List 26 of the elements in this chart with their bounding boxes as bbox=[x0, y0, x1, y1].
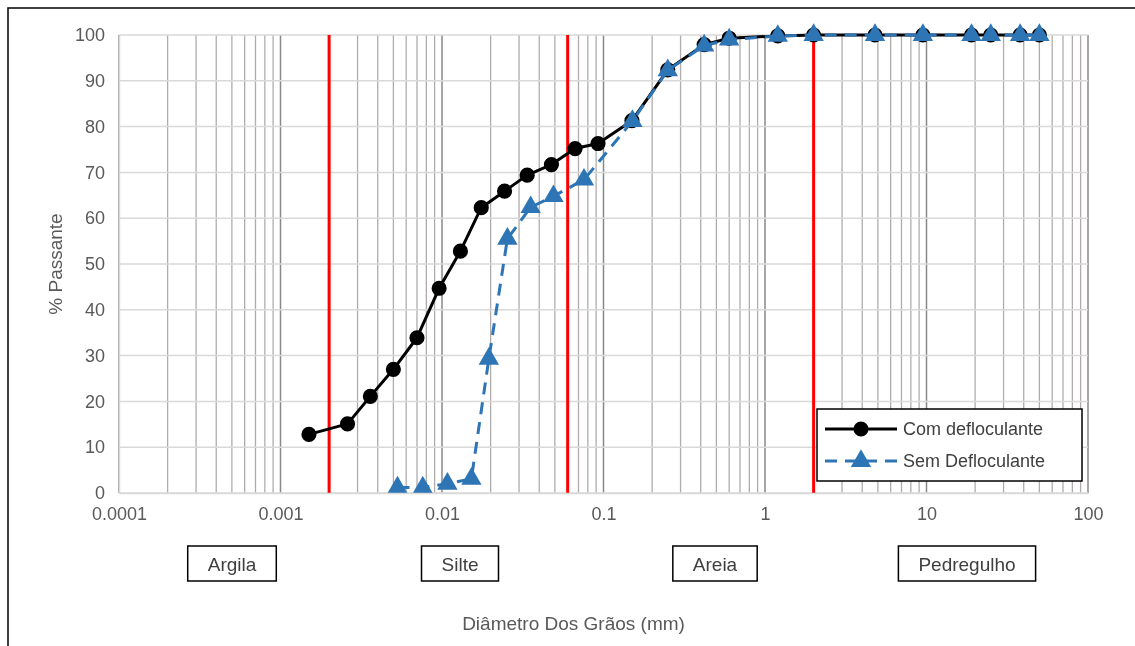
y-tick-label: 10 bbox=[84, 437, 105, 458]
y-tick-label: 90 bbox=[84, 71, 105, 92]
text: Argila bbox=[207, 554, 257, 575]
y-tick-label: 60 bbox=[84, 208, 105, 229]
legend-label: Sem Defloculante bbox=[903, 451, 1046, 471]
y-tick-label: 20 bbox=[84, 391, 105, 412]
y-tick-label: 40 bbox=[84, 300, 105, 321]
x-tick-label: 100 bbox=[1073, 503, 1104, 524]
x-axis-title: Diâmetro Dos Grãos (mm) bbox=[462, 613, 685, 634]
x-tick-label: 0.001 bbox=[258, 503, 304, 524]
text: Pedregulho bbox=[918, 554, 1016, 575]
y-tick-label: 50 bbox=[84, 254, 105, 275]
x-tick-label: 10 bbox=[916, 503, 938, 524]
y-tick-label: 80 bbox=[84, 116, 105, 137]
y-axis-title: % Passante bbox=[45, 213, 66, 315]
text: Silte bbox=[441, 554, 479, 575]
x-tick-label: 0.01 bbox=[424, 503, 461, 524]
x-tick-label: 1 bbox=[760, 503, 771, 524]
x-tick-label: 0.0001 bbox=[91, 503, 148, 524]
y-tick-label: 0 bbox=[94, 483, 105, 504]
y-tick-label: 30 bbox=[84, 345, 105, 366]
x-tick-label: 0.1 bbox=[591, 503, 617, 524]
legend-label: Com defloculante bbox=[903, 419, 1044, 439]
y-tick-label: 100 bbox=[74, 25, 105, 46]
text: Areia bbox=[692, 554, 738, 575]
y-tick-label: 70 bbox=[84, 162, 105, 183]
